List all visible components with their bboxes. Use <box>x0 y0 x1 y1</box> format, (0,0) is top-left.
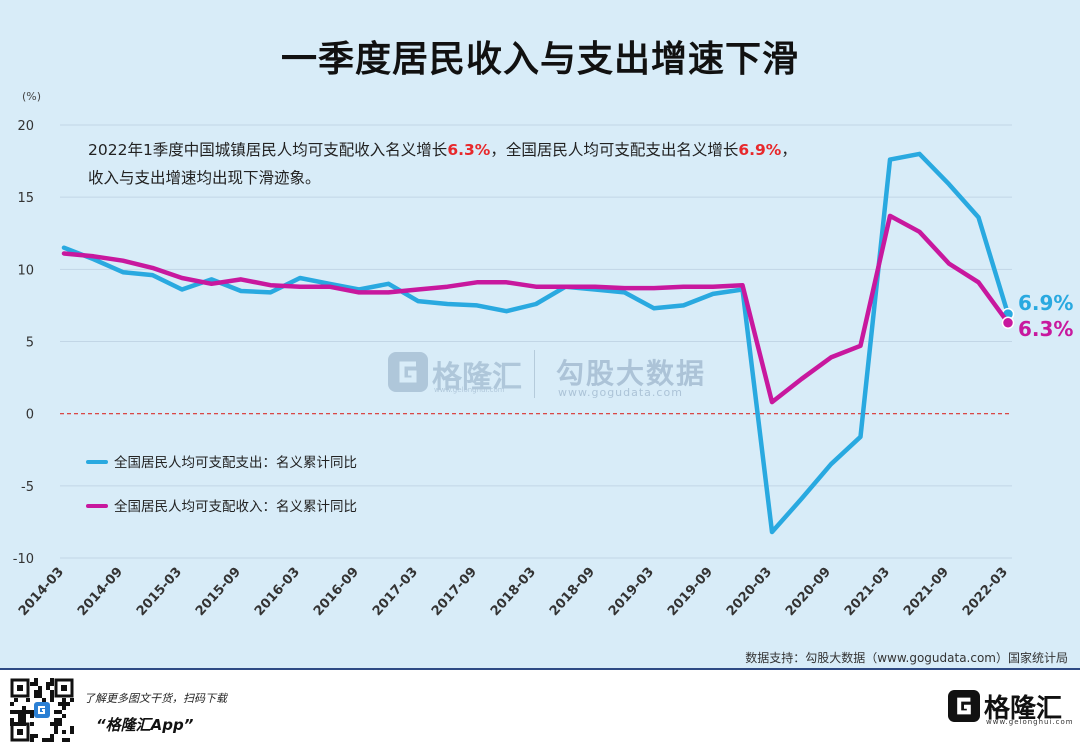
y-tick-label: 10 <box>17 263 34 278</box>
y-tick-label: -5 <box>21 480 34 495</box>
x-tick-label: 2019-03 <box>606 565 657 619</box>
line-chart: 20 15 10 5 0 -5 -10 2014-03 2014-09 2015-03 2015-… <box>13 119 1074 619</box>
footer-brand-name: 格隆汇 <box>984 694 1063 724</box>
qr-code-icon[interactable] <box>10 678 74 742</box>
legend-entry: 全国居民人均可支配收入：名义累计同比 <box>114 498 357 515</box>
watermark-data-url: www.gogudata.com <box>558 386 683 399</box>
annotation-income-growth: 6.3% <box>447 141 491 159</box>
y-tick-label: 5 <box>26 336 34 351</box>
y-tick-label: -10 <box>13 552 34 567</box>
x-tick-label: 2014-03 <box>16 565 67 619</box>
y-tick-label: 20 <box>17 119 34 134</box>
x-tick-label: 2015-03 <box>134 565 185 619</box>
annotation-line2: 收入与支出增速均出现下滑迹象。 <box>88 169 321 187</box>
x-tick-label: 2021-03 <box>842 565 893 619</box>
x-tick-label: 2021-09 <box>901 565 952 619</box>
annotation-spending-growth: 6.9% <box>738 141 782 159</box>
x-tick-label: 2016-09 <box>311 565 362 619</box>
x-tick-label: 2017-09 <box>429 565 480 619</box>
promo-app-name: “格隆汇App” <box>96 716 194 734</box>
x-tick-label: 2020-09 <box>783 565 834 619</box>
watermark-brand-url: www.gelonghui.com <box>434 386 505 394</box>
promo-text: 了解更多图文干货，扫码下载 <box>84 692 227 705</box>
end-value-label: 6.9% <box>1018 291 1073 315</box>
grid-lines <box>60 124 1012 559</box>
x-tick-label: 2016-03 <box>252 565 303 619</box>
y-tick-label: 0 <box>26 408 34 423</box>
annotation-part: 2022年1季度中国城镇居民人均可支配收入名义增长 <box>88 141 448 159</box>
x-tick-label: 2018-09 <box>547 565 598 619</box>
x-tick-label: 2019-09 <box>665 565 716 619</box>
page-title: 一季度居民收入与支出增速下滑 <box>280 39 799 80</box>
x-tick-label: 2022-03 <box>960 565 1011 619</box>
x-axis-ticks: 2014-03 2014-09 2015-03 2015-09 2016-03 2016-… <box>16 565 1011 619</box>
watermark-divider <box>534 350 535 398</box>
x-tick-label: 2014-09 <box>75 565 126 619</box>
annotation-part: ， <box>781 141 797 159</box>
annotation-part: ，全国居民人均可支配支出名义增长 <box>490 141 739 159</box>
annotation-text: 2022年1季度中国城镇居民人均可支配收入名义增长6.3%，全国居民人均可支配支… <box>88 136 948 192</box>
y-tick-label: 15 <box>17 191 34 206</box>
footer-bar: 了解更多图文干货，扫码下载 “格隆汇App” 格隆汇 www.gelonghui… <box>0 668 1080 748</box>
gelonghui-logo-icon <box>948 690 980 722</box>
series-end-point <box>1001 316 1015 329</box>
x-tick-label: 2020-03 <box>724 565 775 619</box>
data-source: 数据支持：勾股大数据（www.gogudata.com）国家统计局 <box>745 651 1068 665</box>
end-labels: 6.9%6.3% <box>1018 291 1073 341</box>
y-axis-ticks: 20 15 10 5 0 -5 -10 <box>13 119 34 567</box>
y-axis-unit: (%) <box>22 90 42 103</box>
series-lines <box>61 151 1015 535</box>
watermark-data-name: 勾股大数据 <box>556 357 707 390</box>
footer-brand: 格隆汇 www.gelonghui.com <box>948 684 1073 734</box>
x-tick-label: 2018-03 <box>488 565 539 619</box>
series-line <box>61 151 1011 535</box>
watermark-gelonghui: 格隆汇 www.gelonghui.com <box>388 352 522 396</box>
legend-entry: 全国居民人均可支配支出：名义累计同比 <box>114 454 357 471</box>
footer-brand-url: www.gelonghui.com <box>986 718 1074 726</box>
watermark-brand-name: 格隆汇 <box>432 360 522 395</box>
end-value-label: 6.3% <box>1018 317 1073 341</box>
x-tick-label: 2017-03 <box>370 565 421 619</box>
gelonghui-logo-icon <box>388 352 428 392</box>
x-tick-label: 2015-09 <box>193 565 244 619</box>
series-line <box>61 213 1011 405</box>
